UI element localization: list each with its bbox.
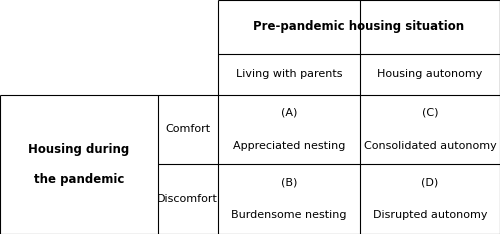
Text: (C)

Consolidated autonomy: (C) Consolidated autonomy: [364, 108, 496, 151]
Text: Living with parents: Living with parents: [236, 69, 342, 79]
Text: Comfort: Comfort: [165, 124, 210, 134]
Text: Housing during

the pandemic: Housing during the pandemic: [28, 143, 130, 186]
Text: Pre-pandemic housing situation: Pre-pandemic housing situation: [253, 20, 464, 33]
Text: (D)

Disrupted autonomy: (D) Disrupted autonomy: [373, 178, 487, 220]
Text: Discomfort: Discomfort: [157, 194, 218, 204]
Text: Housing autonomy: Housing autonomy: [378, 69, 482, 79]
Text: (B)

Burdensome nesting: (B) Burdensome nesting: [231, 178, 346, 220]
Text: (A)

Appreciated nesting: (A) Appreciated nesting: [232, 108, 345, 151]
